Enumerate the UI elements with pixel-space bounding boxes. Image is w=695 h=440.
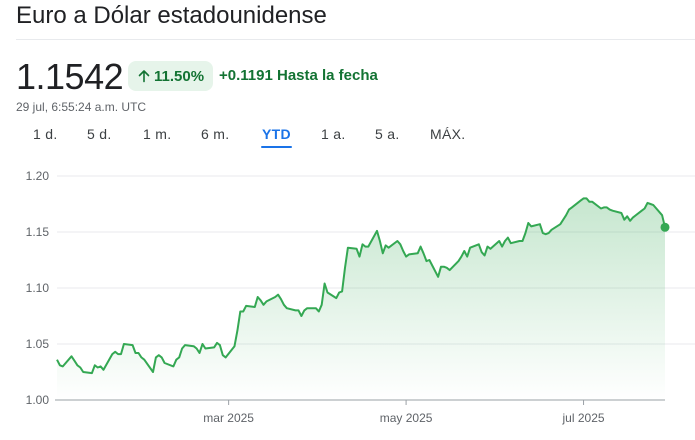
arrow-up-icon [138,70,150,83]
tab-max[interactable]: MÁX. [430,126,466,142]
range-tabs: 1 d. 5 d. 1 m. 6 m. YTD 1 a. 5 a. MÁX. [0,126,695,150]
current-price: 1.1542 [16,56,124,97]
price-area [57,198,665,400]
price-timestamp: 29 jul, 6:55:24 a.m. UTC [16,100,147,114]
y-tick-label: 1.20 [26,169,50,183]
title-divider [16,39,695,40]
last-price-dot [660,222,670,232]
change-value: +0.1191 [219,67,273,84]
x-tick-label: jul 2025 [562,411,605,425]
change-percent: 11.50% [154,67,205,85]
x-axis: mar 2025 may 2025 jul 2025 [203,400,605,425]
tab-1-year[interactable]: 1 a. [321,126,346,142]
tab-1-month[interactable]: 1 m. [143,126,172,142]
tab-ytd[interactable]: YTD [261,126,292,148]
change-absolute: +0.1191 Hasta la fecha [219,67,378,84]
tab-5-days[interactable]: 5 d. [87,126,112,142]
y-tick-label: 1.00 [26,393,50,407]
price-chart[interactable]: 1.20 1.15 1.10 1.05 1.00 mar 2025 may 2025 jul… [0,160,695,440]
y-axis-labels: 1.20 1.15 1.10 1.05 1.00 [26,169,50,407]
x-tick-label: mar 2025 [203,411,254,425]
tab-6-months[interactable]: 6 m. [201,126,230,142]
tab-5-years[interactable]: 5 a. [375,126,400,142]
change-period: Hasta la fecha [276,67,378,84]
y-tick-label: 1.15 [26,225,50,239]
change-badge: 11.50% [128,61,214,91]
tab-1-day[interactable]: 1 d. [33,126,58,142]
price-line [56,197,666,375]
y-tick-label: 1.05 [26,337,50,351]
page-title: Euro a Dólar estadounidense [16,2,327,29]
y-tick-label: 1.10 [26,281,50,295]
x-tick-label: may 2025 [380,411,433,425]
